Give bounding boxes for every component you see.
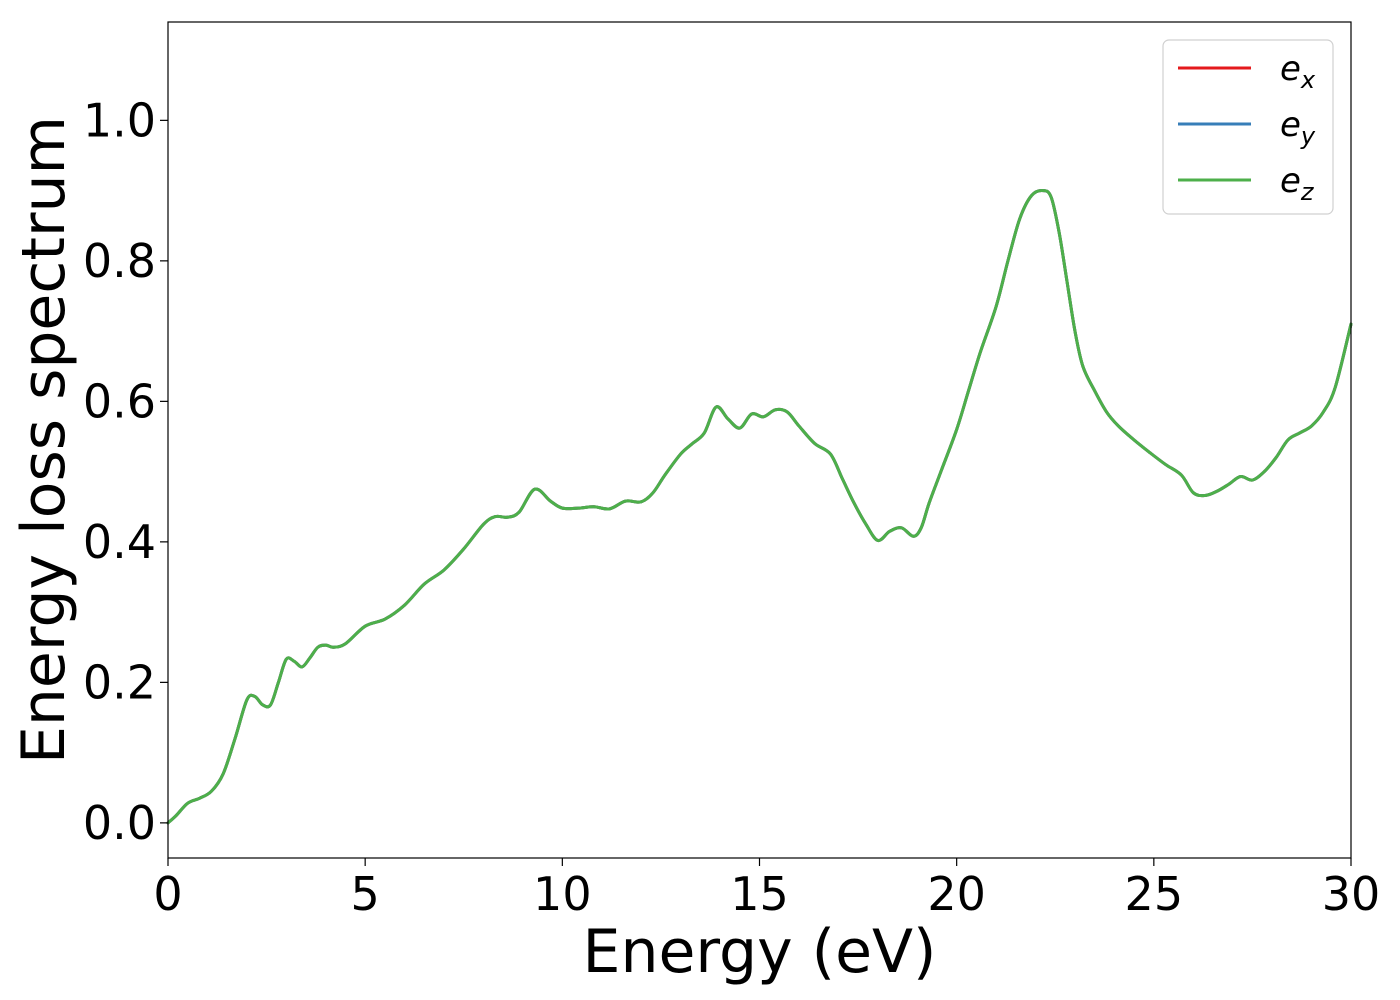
series-line-ez bbox=[166, 189, 1353, 825]
y-axis-title: Energy loss spectrum bbox=[9, 116, 79, 764]
legend-frame bbox=[1162, 39, 1334, 215]
y-axis-ticks: 0.0 0.2 0.4 0.6 0.8 1.0 bbox=[83, 93, 168, 850]
x-tick-label: 20 bbox=[927, 867, 986, 921]
x-axis-title: Energy (eV) bbox=[583, 917, 937, 987]
y-tick-label: 0.6 bbox=[83, 374, 156, 428]
x-tick-label: 15 bbox=[730, 867, 789, 921]
series-line-ey bbox=[166, 189, 1353, 825]
y-tick-label: 0.0 bbox=[83, 796, 156, 850]
series-layer bbox=[166, 189, 1353, 825]
x-tick-label: 25 bbox=[1125, 867, 1184, 921]
legend-label-ez: ez bbox=[1280, 161, 1315, 206]
x-tick-label: 0 bbox=[153, 867, 182, 921]
y-tick-label: 0.2 bbox=[83, 655, 156, 709]
x-axis-ticks: 0 5 10 15 20 25 30 bbox=[153, 858, 1380, 921]
x-tick-label: 10 bbox=[533, 867, 592, 921]
series-line-ex bbox=[166, 189, 1353, 825]
y-tick-label: 1.0 bbox=[83, 93, 156, 147]
x-tick-label: 5 bbox=[351, 867, 380, 921]
y-tick-label: 0.4 bbox=[83, 515, 156, 569]
y-tick-label: 0.8 bbox=[83, 234, 156, 288]
x-tick-label: 30 bbox=[1322, 867, 1381, 921]
